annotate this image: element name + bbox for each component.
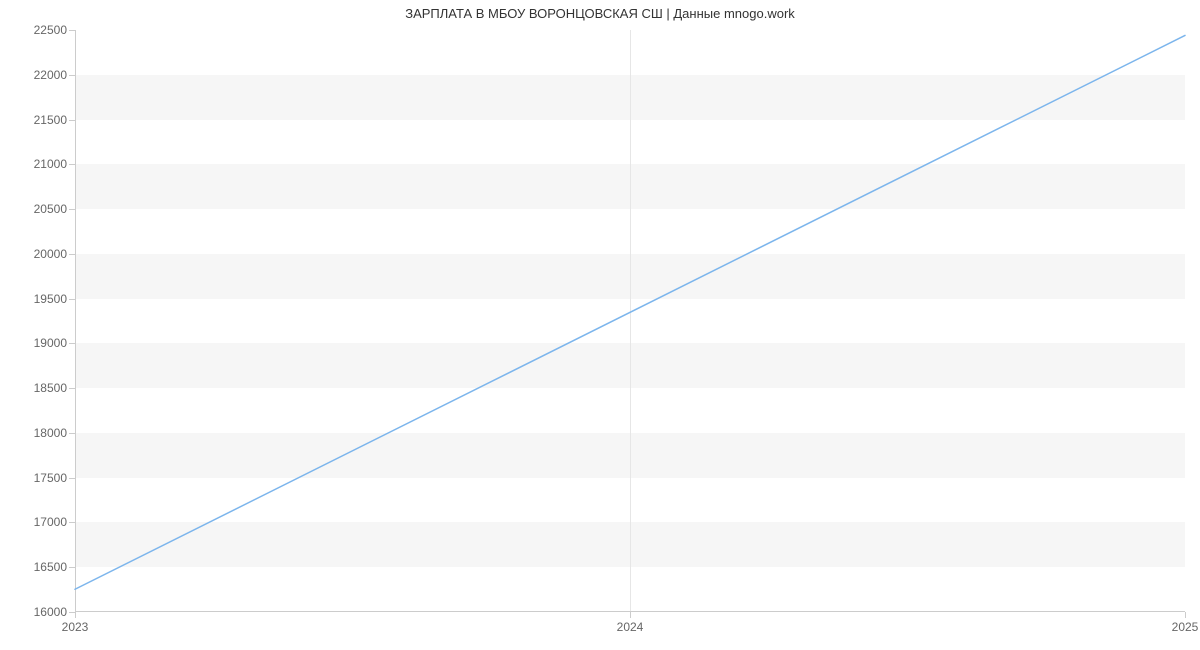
y-axis-tick-mark (69, 120, 75, 121)
plot-area: 1600016500170001750018000185001900019500… (75, 30, 1185, 612)
x-axis-tick-mark (630, 612, 631, 618)
y-axis-tick-mark (69, 164, 75, 165)
y-axis-tick-mark (69, 478, 75, 479)
y-axis-tick-mark (69, 567, 75, 568)
x-axis-tick-mark (1185, 612, 1186, 618)
y-axis-tick-mark (69, 522, 75, 523)
x-axis-tick-mark (75, 612, 76, 618)
y-axis-tick-mark (69, 209, 75, 210)
chart-title: ЗАРПЛАТА В МБОУ ВОРОНЦОВСКАЯ СШ | Данные… (0, 6, 1200, 21)
y-axis-tick-mark (69, 254, 75, 255)
y-axis-tick-mark (69, 75, 75, 76)
y-axis-tick-mark (69, 343, 75, 344)
salary-line-chart: ЗАРПЛАТА В МБОУ ВОРОНЦОВСКАЯ СШ | Данные… (0, 0, 1200, 650)
y-axis-tick-mark (69, 388, 75, 389)
y-axis-tick-mark (69, 299, 75, 300)
series-layer (75, 30, 1185, 612)
y-axis-tick-mark (69, 433, 75, 434)
series-line-salary (75, 35, 1185, 589)
y-axis-tick-mark (69, 30, 75, 31)
